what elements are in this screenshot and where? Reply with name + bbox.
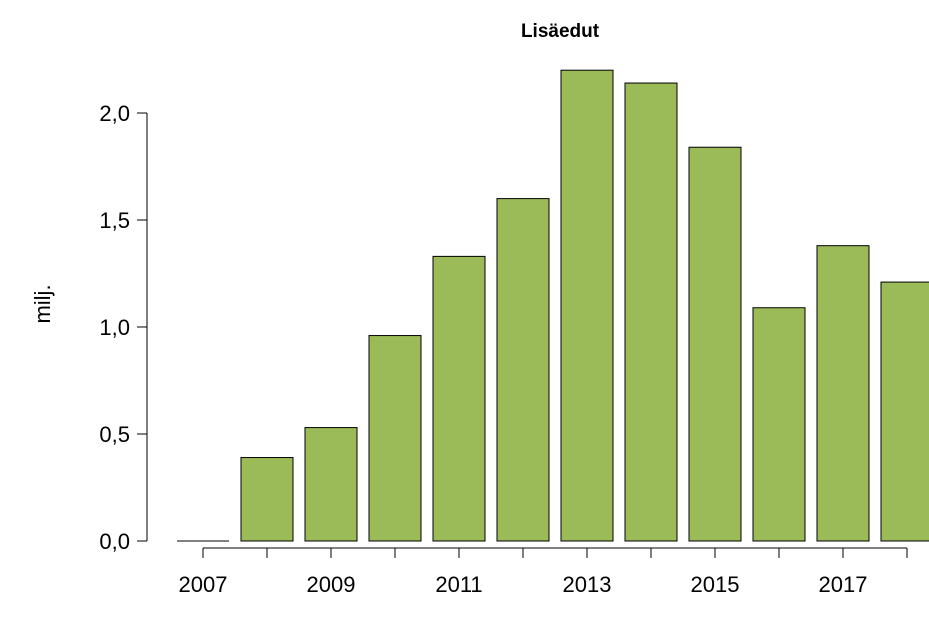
x-tick-label: 2015 <box>691 572 740 597</box>
x-axis: 2007 2009 2011 2013 2015 2017 <box>179 547 908 597</box>
x-tick-label: 2013 <box>563 572 612 597</box>
bar-2011 <box>432 255 486 542</box>
bar-2015 <box>688 146 742 542</box>
bar-2010 <box>368 335 422 542</box>
y-tick-label: 0,0 <box>99 529 130 554</box>
y-axis-label: milj. <box>30 284 55 323</box>
bar-2012 <box>496 198 550 542</box>
y-tick-label: 0,5 <box>99 422 130 447</box>
bar-2008 <box>240 457 294 542</box>
x-tick-label: 2011 <box>435 572 482 597</box>
y-axis: 0,0 0,5 1,0 1,5 2,0 <box>99 101 148 554</box>
x-tick-label: 2009 <box>307 572 356 597</box>
bar-2017 <box>816 245 870 542</box>
bar-2016 <box>752 307 806 542</box>
x-tick-label: 2007 <box>179 572 228 597</box>
bars <box>177 69 929 542</box>
x-tick-label: 2017 <box>819 572 868 597</box>
chart-title: Lisäedut <box>521 21 600 42</box>
y-tick-label: 1,0 <box>99 315 130 340</box>
bar-2013 <box>560 69 614 542</box>
bar-2018 <box>880 281 929 542</box>
bar-2014 <box>624 82 678 542</box>
y-tick-label: 2,0 <box>99 101 130 126</box>
y-tick-label: 1,5 <box>99 208 130 233</box>
bar-2009 <box>304 427 358 542</box>
